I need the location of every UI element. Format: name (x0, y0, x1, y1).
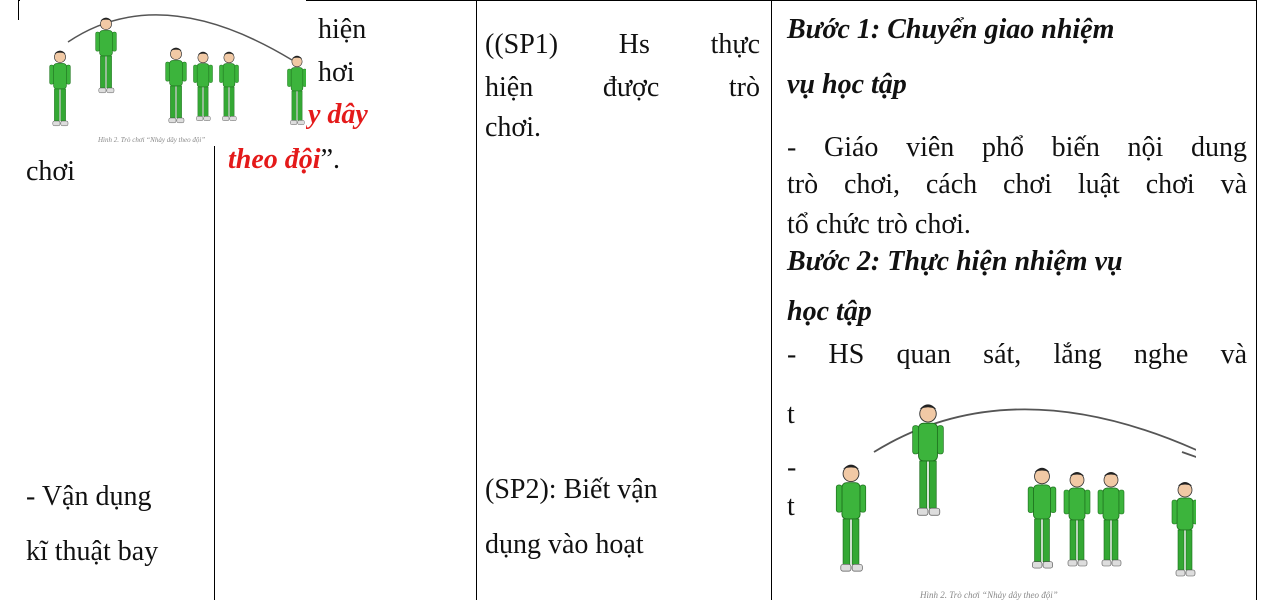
cell-text: t (787, 399, 795, 430)
cell-text: - (787, 452, 797, 483)
cell-text: ((SP1) Hs thực (485, 29, 760, 60)
cell-text: chơi (26, 156, 76, 187)
cell-text: hơi (318, 57, 355, 88)
cell-text: t (787, 491, 795, 522)
cell-text: trò chơi, cách chơi luật chơi và (787, 169, 1247, 200)
cell-text: kĩ thuật bay (26, 536, 159, 567)
cell-text: theo đội”. (228, 142, 340, 178)
table-border (18, 0, 1256, 1)
table-border (18, 0, 19, 20)
table-border (1256, 0, 1257, 600)
table-border (214, 0, 215, 600)
cell-text: dụng vào hoạt (485, 529, 644, 560)
step-heading: vụ học tập (787, 69, 907, 100)
step-heading: Bước 2: Thực hiện nhiệm vụ (787, 246, 1123, 277)
step-heading: Bước 1: Chuyển giao nhiệm (787, 14, 1115, 45)
step-heading: học tập (787, 296, 872, 327)
cell-text: y dây (308, 99, 368, 130)
table-border (771, 0, 772, 600)
cell-text: tổ chức trò chơi. (787, 209, 971, 240)
figure-jump-rope: Hình 2. Trò chơi “Nhảy dây theo đội” (800, 392, 1196, 600)
figure-caption: Hình 2. Trò chơi “Nhảy dây theo đội” (919, 590, 1058, 600)
cell-text: - HS quan sát, lắng nghe và (787, 339, 1247, 370)
cell-text: - Vận dụng (26, 481, 152, 512)
cell-text: - Giáo viên phổ biến nội dung (787, 132, 1247, 163)
table-border (476, 0, 477, 600)
punctuation: ”. (320, 144, 340, 175)
cell-text: hiện (318, 14, 367, 45)
game-name: theo đội (228, 144, 321, 175)
cell-text: (SP2): Biết vận (485, 474, 658, 505)
figure-jump-rope: Hình 2. Trò chơi “Nhảy dây theo đội” (20, 0, 306, 146)
figure-caption: Hình 2. Trò chơi “Nhảy dây theo đội” (97, 136, 205, 144)
cell-text: chơi. (485, 112, 542, 143)
cell-text: hiện được trò (485, 72, 760, 103)
